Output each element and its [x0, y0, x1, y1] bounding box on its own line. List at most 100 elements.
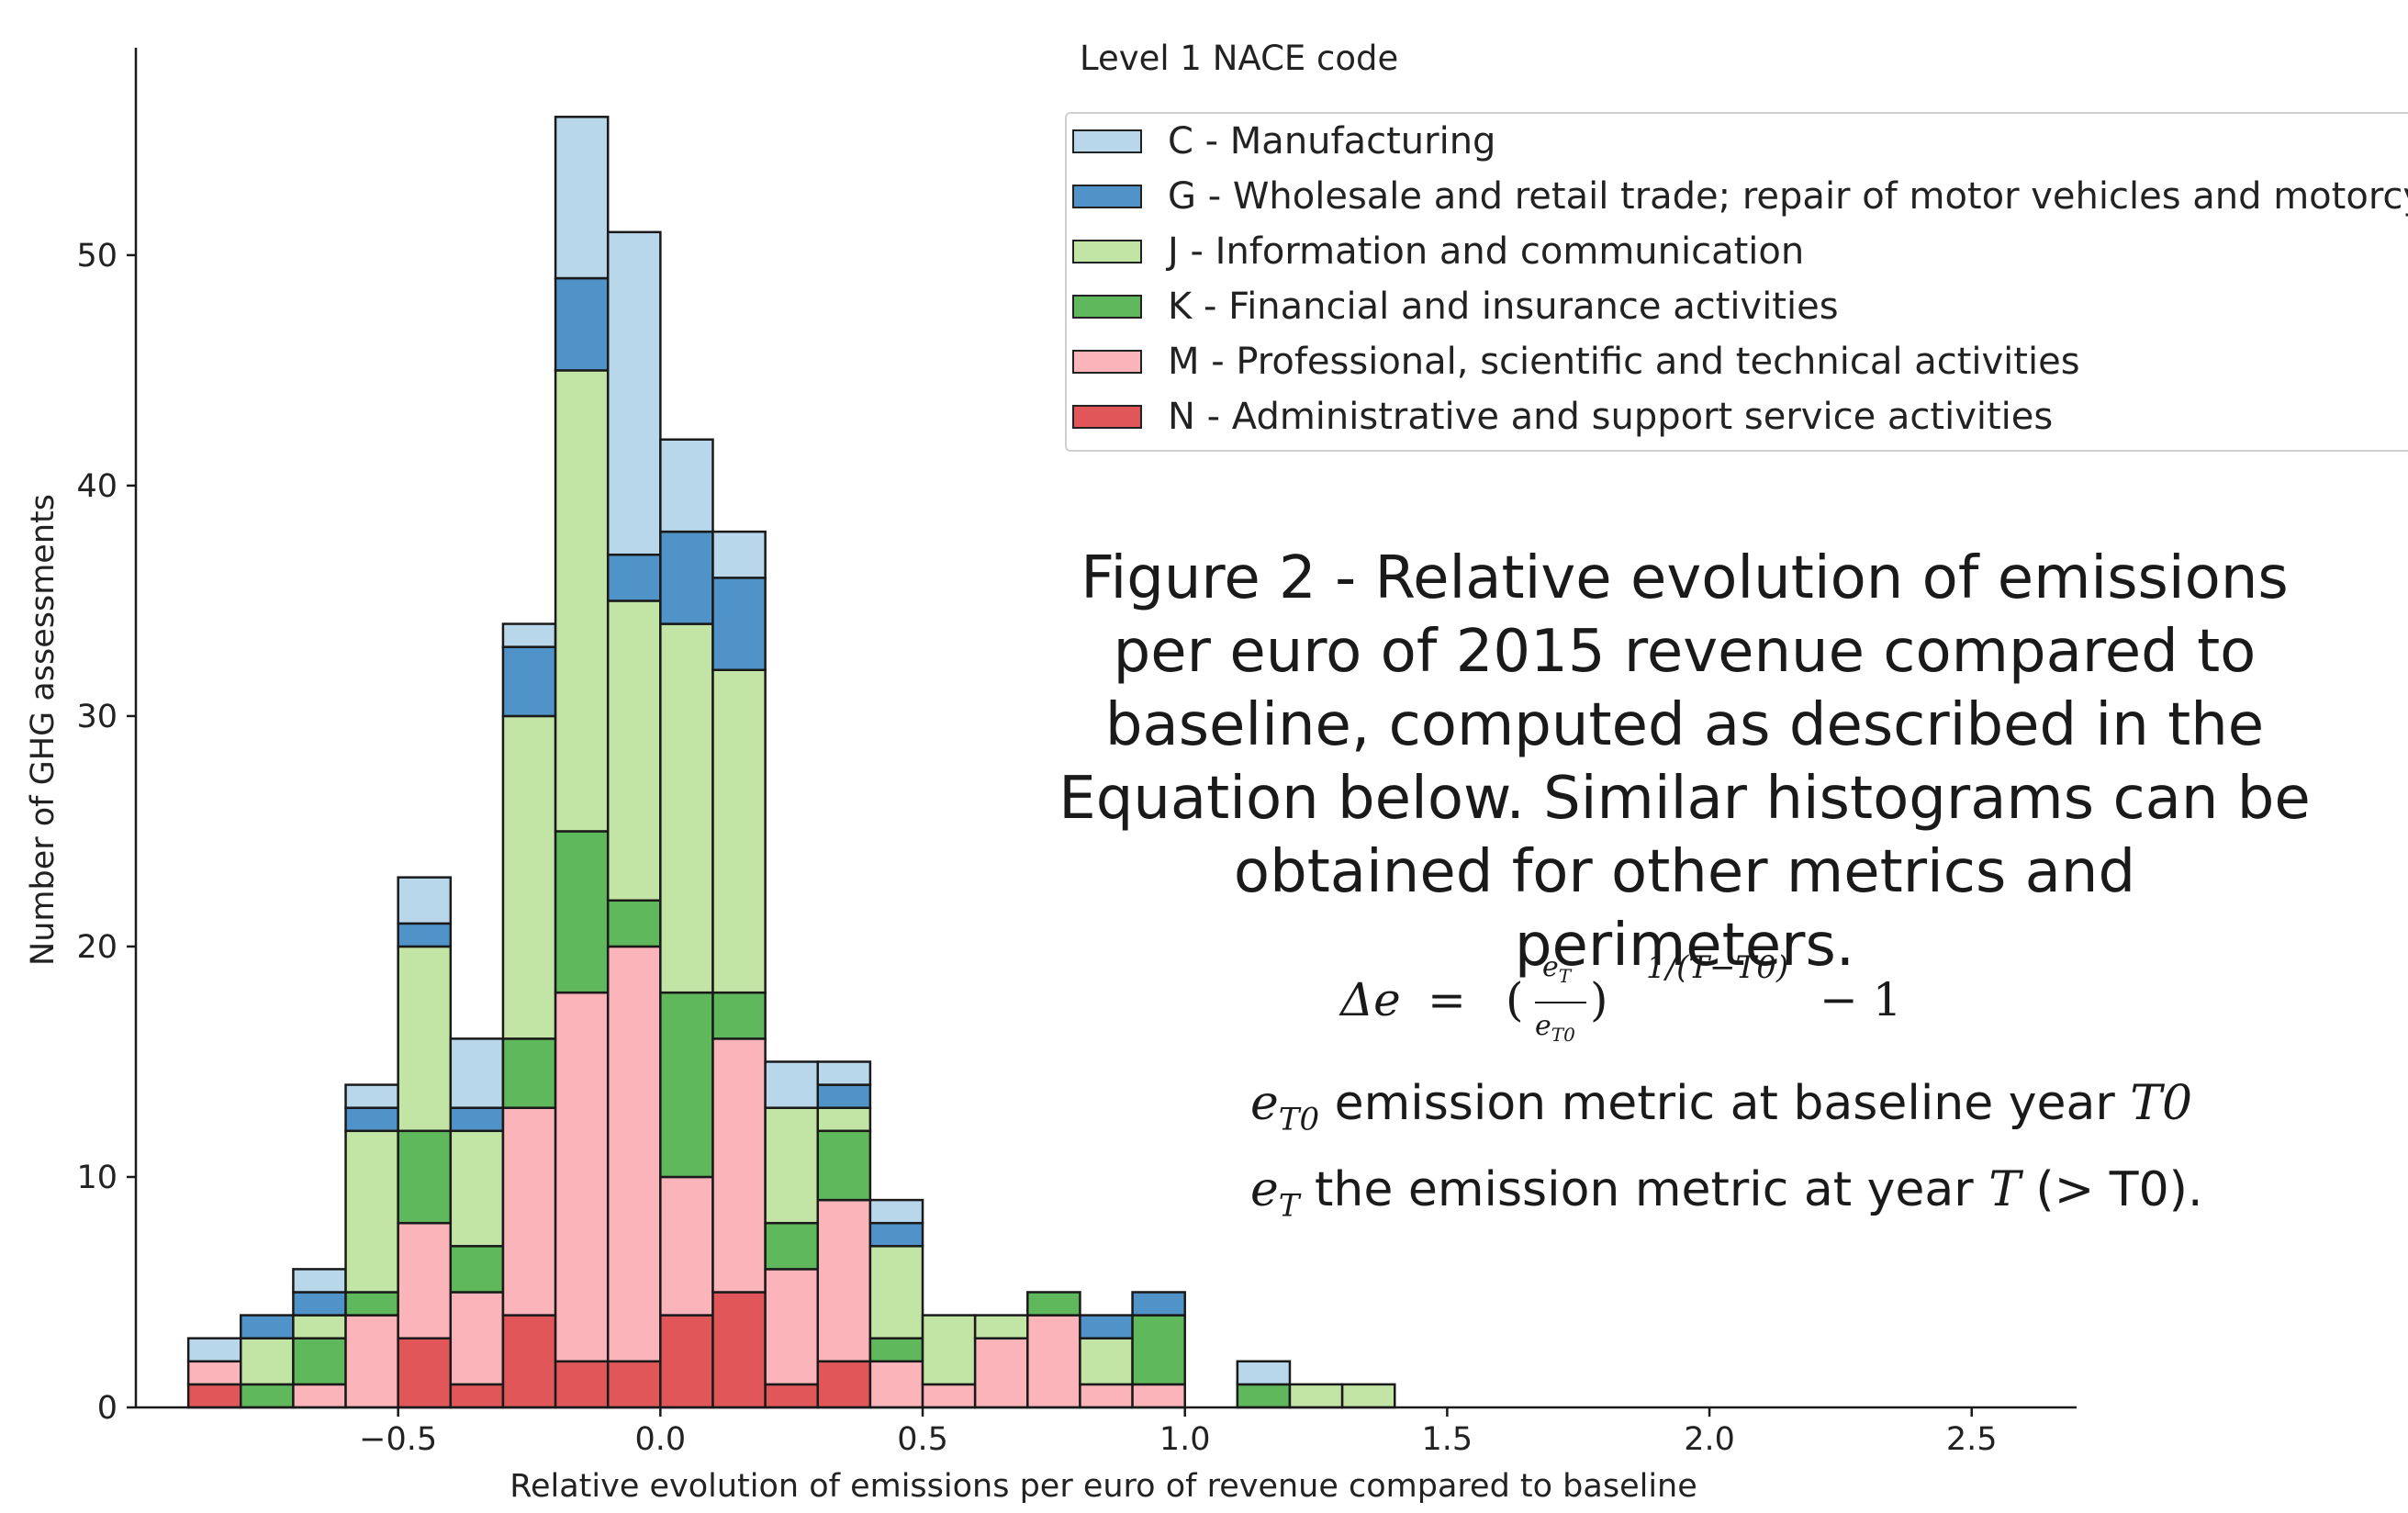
y-axis-label: Number of GHG assessments — [25, 494, 62, 966]
equation-denominator: eT0 — [1535, 1010, 1575, 1046]
y-tick-label: 30 — [76, 699, 118, 735]
histogram-bar — [659, 438, 714, 533]
axes-group: −0.5 0.0 0.5 1.0 1.5 2.0 2.5 0 10 20 30 40 50 — [76, 48, 2077, 1458]
legend-label: J - Information and communication — [1168, 230, 1805, 273]
histogram-bar — [1131, 1291, 1186, 1317]
histogram-bar — [868, 1245, 924, 1339]
legend-item: G - Wholesale and retail trade; repair o… — [1072, 174, 2408, 219]
fraction-bar — [1535, 1002, 1586, 1003]
histogram-bar — [1236, 1383, 1292, 1409]
histogram-bar — [1079, 1383, 1134, 1409]
histogram-bar — [397, 1337, 453, 1409]
legend-swatch — [1072, 405, 1142, 429]
equation-open-paren: ( — [1506, 973, 1524, 1026]
histogram-bar — [501, 622, 557, 648]
histogram-bar — [501, 1314, 557, 1409]
legend-item: N - Administrative and support service a… — [1072, 394, 2053, 440]
y-tick-label: 10 — [76, 1160, 118, 1196]
x-tick-label: 1.0 — [1159, 1421, 1211, 1458]
histogram-bar — [711, 577, 767, 672]
equation-close-paren: ) — [1590, 973, 1608, 1026]
histogram-bar — [554, 991, 610, 1363]
histogram-bar — [816, 1360, 872, 1409]
histogram-bar — [292, 1314, 347, 1339]
legend-swatch — [1072, 295, 1142, 319]
histogram-bar — [1079, 1337, 1134, 1386]
histogram-bar — [816, 1129, 872, 1202]
x-tick-label: 1.5 — [1422, 1421, 1473, 1458]
equation-minus-one: − 1 — [1820, 973, 1902, 1026]
x-tick-label: 2.5 — [1946, 1421, 1998, 1458]
legend-item: C - Manufacturing — [1072, 118, 1495, 164]
legend-label: G - Wholesale and retail trade; repair o… — [1168, 175, 2408, 218]
histogram-bar — [186, 1337, 242, 1363]
histogram-bar — [501, 1037, 557, 1109]
histogram-bar — [973, 1337, 1029, 1409]
histogram-bar — [1026, 1314, 1081, 1409]
histogram-bar — [397, 876, 453, 925]
histogram-bar — [606, 553, 662, 602]
bars-group — [186, 116, 1396, 1409]
histogram-bar — [449, 1383, 505, 1409]
y-tick-label: 0 — [97, 1390, 118, 1427]
equation-numerator: eT — [1542, 951, 1572, 987]
histogram-bar — [868, 1337, 924, 1363]
histogram-bar — [449, 1037, 505, 1109]
x-tick-label: 2.0 — [1684, 1421, 1735, 1458]
histogram-bar — [292, 1337, 347, 1386]
histogram-bar — [292, 1291, 347, 1317]
x-tick-label: 0.0 — [635, 1421, 687, 1458]
histogram-bar — [292, 1268, 347, 1294]
caption-line: Figure 2 - Relative evolution of emissio… — [1081, 544, 2289, 612]
histogram-bar — [501, 714, 557, 1040]
histogram-bar — [186, 1360, 242, 1386]
histogram-bar — [764, 1268, 820, 1386]
histogram-bar — [659, 530, 714, 625]
histogram-bar — [973, 1314, 1029, 1339]
equation-exponent: 1/(T−T0) — [1646, 949, 1789, 986]
histogram-bar — [1236, 1360, 1292, 1386]
equation-equals: = — [1428, 973, 1466, 1026]
histogram-bar — [816, 1106, 872, 1133]
histogram-bar — [764, 1383, 820, 1409]
y-tick-label: 40 — [76, 468, 118, 505]
histogram-bar — [606, 600, 662, 902]
definition-baseline: eT0 emission metric at baseline year T0 — [1250, 1076, 2193, 1138]
legend — [1065, 112, 2408, 452]
x-tick-label: −0.5 — [359, 1421, 437, 1458]
legend-swatch — [1072, 240, 1142, 263]
histogram-bar — [554, 369, 610, 833]
histogram-bar — [606, 899, 662, 948]
definition-target-year: eT the emission metric at year T (> T0). — [1250, 1162, 2203, 1225]
histogram-bar — [449, 1106, 505, 1133]
histogram-bar — [554, 116, 610, 280]
histogram-bar — [397, 945, 453, 1133]
histogram-bar — [606, 945, 662, 1363]
histogram-bar — [344, 1106, 399, 1133]
histogram-bar — [606, 1360, 662, 1409]
histogram-bar — [711, 1037, 767, 1294]
legend-swatch — [1072, 129, 1142, 153]
histogram-bar — [1131, 1314, 1186, 1386]
histogram-bar — [240, 1337, 295, 1386]
y-tick-label: 20 — [76, 929, 118, 966]
histogram-bar — [397, 1129, 453, 1225]
histogram-bar — [449, 1245, 505, 1294]
histogram-bar — [449, 1129, 505, 1248]
histogram-bar — [868, 1221, 924, 1248]
histogram-bar — [292, 1383, 347, 1409]
legend-label: K - Financial and insurance activities — [1168, 286, 1839, 328]
legend-swatch — [1072, 350, 1142, 374]
histogram-bar — [659, 622, 714, 994]
histogram-bar — [554, 1360, 610, 1409]
legend-item: J - Information and communication — [1072, 229, 1804, 275]
histogram-bar — [449, 1291, 505, 1386]
histogram-bar — [764, 1060, 820, 1109]
y-tick-label: 50 — [76, 238, 118, 275]
histogram-bar — [554, 830, 610, 994]
histogram-bar — [240, 1383, 295, 1409]
legend-title: Level 1 NACE code — [1080, 39, 1399, 78]
caption-line: baseline, computed as described in the — [1104, 691, 2265, 759]
histogram-bar — [816, 1198, 872, 1363]
equation-lhs: Δe — [1340, 973, 1401, 1026]
